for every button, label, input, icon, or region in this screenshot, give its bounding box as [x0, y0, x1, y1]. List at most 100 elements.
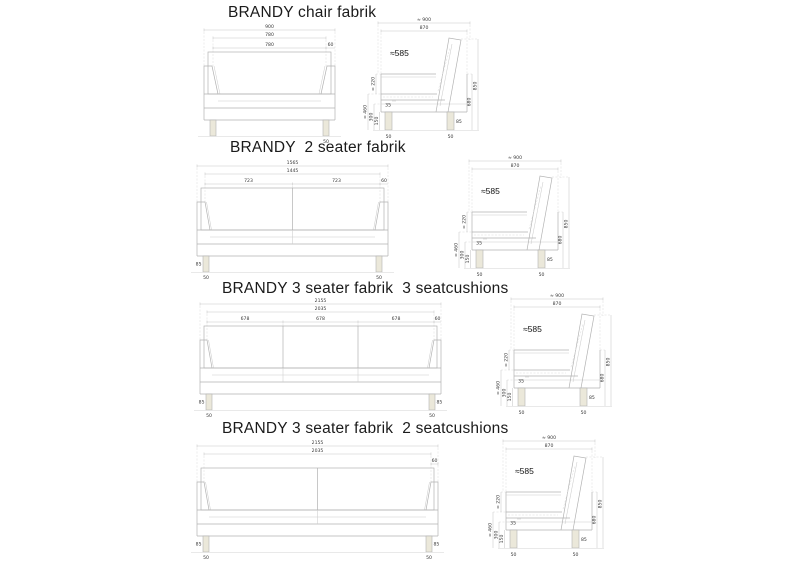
dim-back-leg-height: 85 [456, 119, 462, 125]
dim-overall-depth: ≈ 900 [550, 293, 564, 299]
chair-side-view-slot: ≈ 900 870 ≈585 ≈ 220 ≈ 460 300 150 35 68… [333, 16, 483, 144]
dim-back-leg-height: 85 [589, 395, 595, 401]
dim-underframe-height: 300 [369, 113, 375, 122]
dim-back-leg-height: 85 [581, 537, 587, 543]
dim-underframe-height: 300 [502, 389, 508, 398]
dim-seat-depth: ≈585 [390, 48, 409, 58]
front-legs [194, 393, 447, 411]
dim-arm-width: 60 [432, 458, 438, 464]
dim-seat-height: ≈ 460 [363, 105, 369, 119]
front-legs [198, 119, 341, 137]
dim-seat-height: ≈ 460 [496, 381, 502, 395]
dim-overall-width: 900 [265, 24, 274, 30]
front-body-outline [199, 325, 442, 395]
three-seater-3c-side-view-slot: ≈ 900 870 ≈585 ≈ 220 ≈ 460 300 150 35 68… [466, 292, 616, 420]
dim-frame-depth: 870 [545, 443, 554, 449]
dim-seat-height: ≈ 460 [488, 523, 494, 537]
section-title-3seater-2c: BRANDY 3 seater fabrik 2 seatcushions [222, 420, 509, 437]
dim-overall-width: 1565 [287, 160, 299, 166]
side-body-outline [471, 175, 559, 251]
dim-frame-depth: 870 [420, 25, 429, 31]
side-extension-lines [459, 163, 569, 243]
dim-clearance: 150 [507, 393, 513, 402]
dim-seat-depth: ≈585 [515, 466, 534, 476]
dim-total-height: 850 [473, 82, 479, 91]
dim-overall-depth: ≈ 900 [542, 435, 556, 441]
dim-clearance: 150 [374, 117, 380, 126]
dim-back-leg-width: 50 [573, 552, 579, 558]
dim-arm-above-seat: ≈ 220 [496, 495, 502, 509]
dim-leg-width-right: 50 [429, 413, 435, 419]
dim-leg-height-left: 85 [199, 400, 205, 406]
dim-leg-width-left: 50 [203, 275, 209, 281]
side-dimension-lines [458, 159, 570, 268]
dim-arm-width: 60 [328, 42, 334, 48]
dim-frame-depth: 870 [511, 163, 520, 169]
dim-armrest-height: 680 [467, 98, 473, 107]
side-dimension-lines [492, 439, 604, 548]
front-dimension-lines [199, 302, 442, 324]
side-extension-lines [493, 443, 603, 523]
dim-leg-height-right: 85 [437, 400, 443, 406]
dim-cushion-width-2: 723 [332, 178, 341, 184]
side-view: ≈ 900 870 ≈585 ≈ 220 ≈ 460 300 150 35 68… [488, 435, 604, 558]
dim-leg-width-right: 50 [376, 275, 382, 281]
dim-front-leg-width: 50 [386, 134, 392, 140]
dim-overall-width: 2155 [315, 298, 327, 304]
section-title-chair: BRANDY chair fabrik [228, 4, 377, 21]
three-seater-2c-side-view-slot: ≈ 900 870 ≈585 ≈ 220 ≈ 460 300 150 35 68… [458, 434, 608, 562]
front-dimension-lines [196, 444, 439, 466]
side-legs [373, 111, 479, 131]
front-legs [191, 535, 444, 553]
front-legs [191, 255, 394, 273]
dim-arm-above-seat: ≈ 220 [462, 215, 468, 229]
dim-total-height: 850 [598, 500, 604, 509]
side-extension-lines [501, 301, 611, 381]
front-body-outline [196, 187, 389, 257]
dim-clearance: 150 [499, 535, 505, 544]
dim-total-height: 850 [606, 358, 612, 367]
dim-leg-height-left: 85 [196, 262, 202, 268]
dim-cushion-width-1: 723 [244, 178, 253, 184]
section-title-2seater: BRANDY 2 seater fabrik [230, 139, 406, 156]
dim-underframe-height: 300 [460, 251, 466, 260]
dim-underframe-height: 300 [494, 531, 500, 540]
dim-cushion-width: 780 [265, 42, 274, 48]
dim-back-leg-width: 50 [581, 410, 587, 416]
side-extension-lines [368, 25, 478, 105]
dim-armrest-height: 680 [558, 236, 564, 245]
dim-seat-height: ≈ 460 [454, 243, 460, 257]
dim-leg-width-left: 50 [203, 555, 209, 561]
side-body-outline [513, 313, 601, 389]
dim-leg-height-left: 85 [196, 542, 202, 548]
dim-front-leg-width: 50 [511, 552, 517, 558]
dim-front-leg-width: 50 [519, 410, 525, 416]
side-view: ≈ 900 870 ≈585 ≈ 220 ≈ 460 300 150 35 68… [496, 293, 612, 416]
dim-seat-lip: 35 [518, 379, 524, 385]
dim-inner-width: 1445 [287, 168, 299, 174]
dim-seat-depth: ≈585 [481, 186, 500, 196]
side-view: ≈ 900 870 ≈585 ≈ 220 ≈ 460 300 150 35 68… [363, 17, 479, 140]
dim-inner-width: 2035 [312, 448, 324, 454]
dim-arm-width: 60 [435, 316, 441, 322]
dim-back-leg-width: 50 [539, 272, 545, 278]
chair-front-view: 900 780 780 60 50 [198, 24, 341, 145]
dim-seat-lip: 35 [476, 241, 482, 247]
dim-inner-width: 780 [265, 32, 274, 38]
front-dimension-lines [196, 164, 389, 186]
dim-seat-lip: 35 [385, 103, 391, 109]
dim-leg-width: 50 [323, 139, 329, 145]
dim-inner-width: 2035 [315, 306, 327, 312]
dim-overall-depth: ≈ 900 [417, 17, 431, 23]
front-dimension-lines [203, 28, 336, 50]
dim-arm-above-seat: ≈ 220 [371, 77, 377, 91]
dim-cushion-width-3: 678 [392, 316, 401, 322]
section-title-3seater-3c: BRANDY 3 seater fabrik 3 seatcushions [222, 280, 509, 297]
side-dimension-lines [367, 21, 479, 130]
side-legs [506, 387, 612, 407]
side-view: ≈ 900 870 ≈585 ≈ 220 ≈ 460 300 150 35 68… [454, 155, 570, 278]
side-dimension-lines [500, 297, 612, 406]
three-seater-2c-front-view: 2155 2035 60 85 85 50 50 [191, 440, 444, 561]
dim-arm-above-seat: ≈ 220 [504, 353, 510, 367]
two-seater-side-view-slot: ≈ 900 870 ≈585 ≈ 220 ≈ 460 300 150 35 68… [424, 154, 574, 282]
